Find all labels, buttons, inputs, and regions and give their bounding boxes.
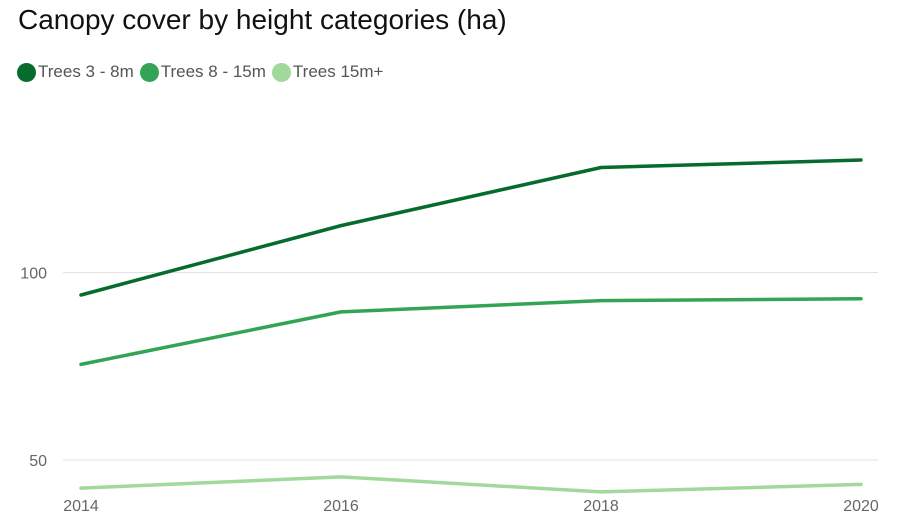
y-tick-label-50: 50 — [29, 453, 47, 470]
legend-swatch-trees-15m-plus — [271, 62, 291, 82]
legend-label-trees-8-15m: Trees 8 - 15m — [160, 62, 266, 81]
legend-label-trees-3-8m: Trees 3 - 8m — [38, 62, 134, 81]
legend-label-trees-15m-plus: Trees 15m+ — [292, 62, 384, 81]
x-tick-label-2014: 2014 — [63, 498, 99, 515]
legend-item-trees-15m-plus[interactable]: Trees 15m+ — [271, 62, 384, 82]
chart-title: Canopy cover by height categories (ha) — [18, 4, 507, 35]
legend: Trees 3 - 8m Trees 8 - 15m Trees 15m+ — [17, 62, 389, 82]
legend-item-trees-3-8m[interactable]: Trees 3 - 8m — [17, 62, 134, 82]
series-line-trees-8-15m — [79, 297, 863, 367]
x-tick-label-2020: 2020 — [843, 498, 879, 515]
series-line-trees-15m-plus — [79, 475, 863, 494]
legend-item-trees-8-15m[interactable]: Trees 8 - 15m — [139, 62, 266, 82]
x-tick-label-2016: 2016 — [323, 498, 359, 515]
legend-swatch-trees-8-15m — [139, 62, 159, 82]
series-line-trees-3-8m — [79, 158, 863, 297]
y-tick-label-100: 100 — [20, 266, 47, 283]
x-tick-label-2018: 2018 — [583, 498, 619, 515]
legend-swatch-trees-3-8m — [17, 62, 36, 82]
